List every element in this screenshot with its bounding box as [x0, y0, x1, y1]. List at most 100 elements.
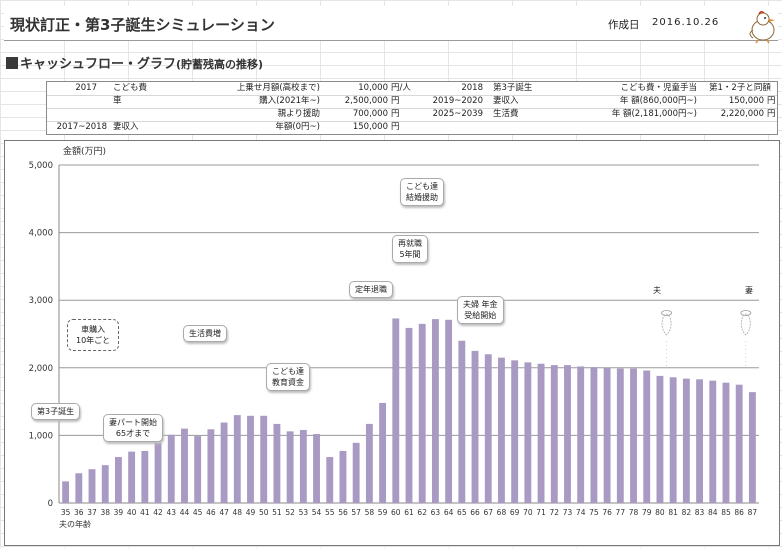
bar-age-70: [524, 362, 532, 503]
table-cell: こども費: [113, 83, 148, 93]
y-tick-label: 5,000: [29, 161, 53, 171]
bar-age-86: [735, 384, 743, 503]
savings-bar-chart: 0 1,000 2,000 3,000 4,000 5,000 金額(万円) 35 36 37 38…: [29, 145, 759, 529]
annotation-husband: 夫: [653, 286, 661, 295]
x-tick-label: 63: [431, 508, 441, 517]
bar-age-81: [669, 377, 677, 503]
bar-age-69: [511, 360, 519, 503]
x-tick-label: 70: [523, 508, 533, 517]
table-cell: 2,500,000: [344, 96, 388, 106]
x-tick-label: 79: [642, 508, 652, 517]
x-tick-label: 39: [114, 508, 124, 517]
table-row: 親より援助 700,000 円 2025~2039 生活費 年 額(2,181,…: [47, 108, 777, 122]
table-row: 2017 こども費 上乗せ月額(高校まで) 10,000 円/人 2018 第3…: [47, 82, 777, 96]
x-tick-label: 81: [668, 508, 678, 517]
bar-age-77: [616, 368, 624, 503]
table-cell: 年額(0円~): [275, 122, 320, 132]
annotation-car-purchase: 車購入 10年ごと: [67, 319, 120, 351]
y-tick-label: 0: [48, 499, 53, 509]
table-cell: 10,000: [358, 83, 388, 93]
x-tick-label: 54: [312, 508, 322, 517]
x-tick-label: 74: [576, 508, 586, 517]
y-axis-label: 金額(万円): [63, 145, 106, 157]
bar-age-38: [101, 465, 109, 503]
table-cell: 妻収入: [493, 96, 519, 106]
bar-age-42: [154, 442, 162, 503]
x-tick-label: 75: [589, 508, 599, 517]
bar-age-60: [392, 318, 400, 503]
table-cell: 年 額(2,181,000円~): [611, 109, 697, 119]
x-tick-label: 57: [351, 508, 361, 517]
x-tick-label: 71: [536, 508, 546, 517]
x-tick-label: 65: [457, 508, 467, 517]
bar-age-44: [181, 428, 188, 503]
date-value: 2016.10.26: [652, 17, 720, 28]
table-row: 2017~2018 妻収入 年額(0円~) 150,000 円: [47, 121, 777, 134]
assumptions-table: 2017 こども費 上乗せ月額(高校まで) 10,000 円/人 2018 第3…: [46, 81, 778, 135]
table-cell: 円: [391, 109, 400, 119]
table-cell: 購入(2021年~): [259, 96, 320, 106]
table-cell: 2018: [461, 83, 483, 93]
bar-age-72: [550, 365, 558, 503]
x-tick-label: 45: [193, 508, 203, 517]
bar-age-49: [247, 415, 254, 503]
wife-death-marker: [740, 313, 751, 336]
x-tick-label: 56: [338, 508, 348, 517]
x-tick-label: 40: [127, 508, 137, 517]
bar-age-54: [313, 434, 320, 503]
bar-age-53: [299, 429, 307, 503]
bar-age-73: [564, 365, 571, 503]
x-tick-label: 35: [61, 508, 71, 517]
bar-age-82: [682, 378, 690, 503]
table-cell: 2025~2039: [432, 109, 483, 119]
x-tick-label: 37: [87, 508, 97, 517]
x-tick-label: 41: [140, 508, 150, 517]
x-tick-label: 85: [721, 508, 731, 517]
section-title: キャッシュフロー・グラフ(貯蓄残高の推移): [6, 53, 263, 72]
x-tick-label: 69: [510, 508, 520, 517]
bar-age-52: [286, 431, 294, 503]
square-bullet-icon: [6, 57, 18, 69]
bar-age-40: [128, 451, 136, 503]
y-tick-label: 3,000: [29, 296, 53, 306]
table-cell: 第1・2子と同額: [709, 83, 771, 93]
x-tick-label: 66: [470, 508, 480, 517]
bar-age-50: [260, 415, 268, 503]
bar-age-66: [471, 350, 479, 503]
table-cell: 生活費: [493, 109, 519, 119]
bar-age-62: [418, 323, 426, 503]
x-tick-label: 47: [219, 508, 229, 517]
x-tick-label: 76: [602, 508, 612, 517]
x-tick-label: 62: [417, 508, 427, 517]
bar-age-64: [445, 319, 453, 503]
bar-age-63: [431, 319, 439, 503]
bar-age-47: [220, 422, 228, 503]
bar-age-79: [643, 370, 651, 503]
x-tick-label: 46: [206, 508, 216, 517]
table-row: 車 購入(2021年~) 2,500,000 円 2019~2020 妻収入 年…: [47, 95, 777, 109]
bar-age-75: [590, 367, 598, 503]
bar-age-56: [339, 450, 347, 503]
bar-age-67: [484, 354, 492, 503]
x-tick-label: 86: [734, 508, 744, 517]
date-label: 作成日: [608, 19, 640, 31]
x-tick-label: 68: [497, 508, 507, 517]
x-tick-label: 82: [682, 508, 692, 517]
table-cell: 2019~2020: [432, 96, 483, 106]
annotation-wife: 妻: [745, 286, 753, 295]
bar-age-57: [352, 442, 360, 503]
annotation-living-cost: 生活費増: [183, 325, 227, 342]
x-tick-label: 38: [100, 508, 110, 517]
table-cell: 2,220,000: [720, 109, 764, 119]
bar-age-85: [722, 382, 730, 503]
x-tick-label: 73: [563, 508, 573, 517]
x-tick-label: 48: [233, 508, 243, 517]
table-cell: 150,000: [352, 122, 388, 132]
x-tick-label: 43: [166, 508, 176, 517]
table-cell: 150,000: [728, 96, 764, 106]
x-tick-label: 49: [246, 508, 256, 517]
table-cell: 円/人: [391, 83, 411, 93]
table-cell: 年 額(860,000円~): [619, 96, 697, 106]
annotation-retirement: 定年退職: [349, 281, 393, 298]
bar-age-36: [75, 473, 83, 503]
